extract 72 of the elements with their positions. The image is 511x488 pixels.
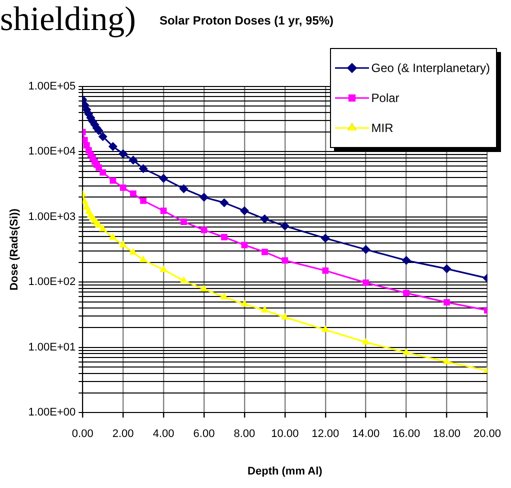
- point: [140, 198, 146, 204]
- y-tick-label: 1.00E+04: [28, 146, 76, 158]
- point: [98, 132, 108, 142]
- x-tick-label: 0.00: [72, 428, 94, 440]
- point: [362, 280, 370, 286]
- x-tick-label: 16.00: [392, 428, 420, 440]
- point: [160, 208, 167, 214]
- x-tick-label: 10.00: [271, 428, 299, 440]
- x-tick-label: 2.00: [112, 428, 134, 440]
- point: [180, 276, 188, 283]
- point: [221, 234, 228, 240]
- point: [129, 248, 138, 255]
- point: [98, 224, 107, 232]
- point: [96, 164, 102, 171]
- y-tick-label: 1.00E+01: [28, 341, 76, 354]
- point: [128, 156, 138, 165]
- point: [179, 184, 188, 194]
- point: [444, 299, 450, 306]
- y-tick-label: 1.00E+00: [28, 406, 76, 419]
- point: [159, 174, 168, 183]
- point: [200, 284, 208, 292]
- point: [118, 149, 128, 158]
- x-tick-label: 6.00: [193, 428, 215, 440]
- x-tick-label: 4.00: [152, 428, 174, 440]
- point: [262, 248, 268, 256]
- x-tick-label: 20.00: [473, 428, 501, 440]
- point: [362, 338, 370, 344]
- text: shielding): [0, 0, 136, 40]
- point: [282, 257, 288, 264]
- point: [94, 220, 103, 228]
- x-tick-label: 18.00: [433, 428, 461, 440]
- point: [321, 325, 330, 332]
- point: [402, 348, 410, 355]
- point: [160, 265, 168, 272]
- legend-label: MIR: [371, 121, 394, 135]
- y-tick-label: 1.00E+02: [28, 276, 76, 288]
- point: [442, 357, 451, 364]
- point: [108, 142, 118, 151]
- point: [361, 245, 370, 254]
- legend-label: Polar: [371, 91, 400, 105]
- point: [322, 267, 329, 274]
- point: [280, 221, 290, 230]
- point: [402, 256, 411, 265]
- point: [403, 290, 410, 296]
- y-tick-label: 1.00E+03: [28, 210, 76, 223]
- point: [260, 214, 270, 224]
- point: [120, 184, 126, 191]
- point: [109, 233, 117, 240]
- point: [139, 256, 148, 262]
- point: [110, 177, 116, 184]
- point: [220, 198, 229, 208]
- chart-title: Solar Proton Doses (1 yr, 95%): [159, 14, 334, 28]
- point: [180, 218, 187, 225]
- point: [119, 240, 127, 248]
- x-tick-label: 14.00: [352, 428, 380, 440]
- point: [220, 292, 228, 300]
- point: [240, 300, 248, 306]
- point: [281, 312, 289, 320]
- point: [130, 190, 136, 197]
- x-tick-label: 8.00: [234, 428, 256, 440]
- point: [138, 164, 148, 174]
- point: [240, 206, 249, 216]
- point: [320, 234, 330, 243]
- legend-label: Geo (& Interplanetary): [371, 61, 490, 75]
- point: [100, 169, 106, 176]
- x-tick-label: 12.00: [312, 428, 340, 440]
- point: [260, 306, 269, 313]
- x-axis-title: Depth (mm Al): [248, 465, 323, 478]
- y-axis-title: Dose (Rads(Si)): [8, 208, 21, 290]
- y-tick-label: 1.00E+05: [28, 80, 76, 92]
- point: [199, 192, 208, 202]
- point: [442, 264, 452, 274]
